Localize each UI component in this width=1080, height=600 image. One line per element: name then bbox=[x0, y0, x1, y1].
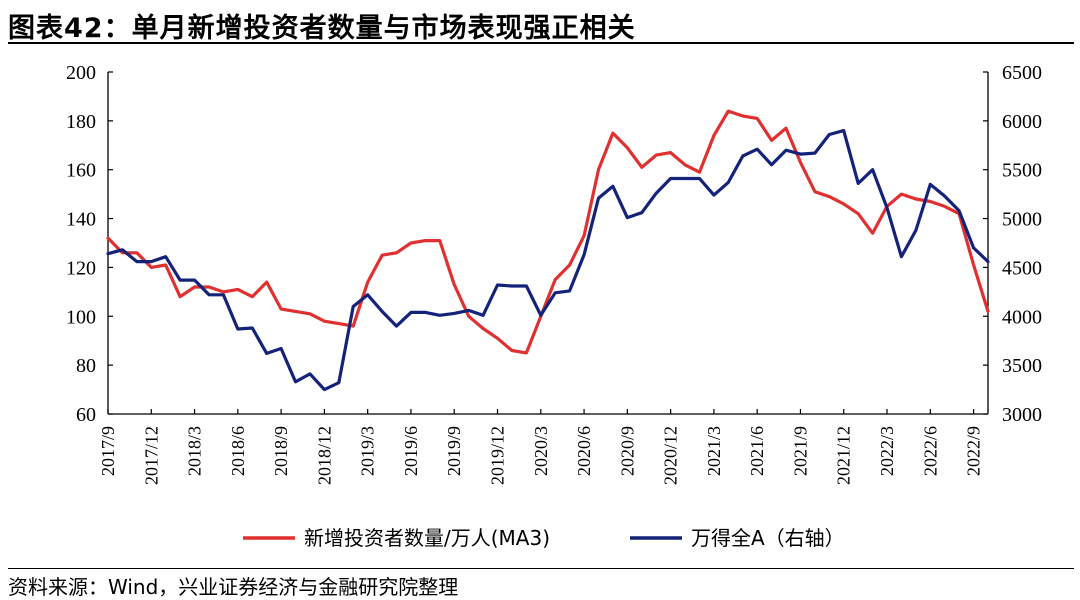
chart-title: 图表42：单月新增投资者数量与市场表现强正相关 bbox=[8, 13, 636, 44]
x-axis-tick-label: 2018/6 bbox=[228, 426, 248, 476]
x-axis-tick-label: 2021/12 bbox=[834, 426, 854, 485]
x-axis-tick-label: 2019/9 bbox=[444, 426, 464, 476]
footer-divider bbox=[8, 568, 1074, 569]
left-axis-tick-label: 140 bbox=[66, 209, 96, 231]
left-axis-tick-label: 120 bbox=[66, 257, 96, 279]
x-axis-tick-label: 2022/6 bbox=[920, 426, 940, 476]
right-axis-tick-label: 6500 bbox=[1002, 62, 1042, 84]
right-axis-tick-label: 4000 bbox=[1002, 306, 1042, 328]
left-axis-tick-label: 180 bbox=[66, 111, 96, 133]
title-divider bbox=[8, 42, 1074, 44]
left-axis-tick-label: 200 bbox=[66, 62, 96, 84]
line-chart: 60 80 100 120 140 160 180 200 3000 3500 4000 4500 50… bbox=[66, 62, 1042, 550]
x-axis-tick-label: 2017/12 bbox=[141, 426, 161, 485]
source-note: 资料来源：Wind，兴业证券经济与金融研究院整理 bbox=[8, 575, 459, 599]
x-axis-tick-label: 2019/12 bbox=[488, 426, 508, 485]
x-axis-tick-label: 2022/9 bbox=[964, 426, 984, 476]
right-axis-tick-label: 5500 bbox=[1002, 160, 1042, 182]
right-axis-tick-label: 4500 bbox=[1002, 257, 1042, 279]
right-axis-tick-label: 3000 bbox=[1002, 404, 1042, 426]
x-axis-tick-label: 2021/6 bbox=[747, 426, 767, 476]
left-axis-tick-label: 80 bbox=[76, 355, 96, 377]
x-axis-tick-label: 2021/9 bbox=[790, 426, 810, 476]
right-axis-tick-label: 5000 bbox=[1002, 209, 1042, 231]
wind-a-index-series-line bbox=[106, 129, 990, 392]
x-axis-tick-label: 2019/6 bbox=[401, 426, 421, 476]
x-axis-tick-label: 2020/6 bbox=[574, 426, 594, 476]
x-axis-tick-label: 2020/12 bbox=[661, 426, 681, 485]
left-axis-tick-label: 160 bbox=[66, 160, 96, 182]
legend-label: 万得全A（右轴） bbox=[691, 526, 845, 550]
left-axis-tick-label: 100 bbox=[66, 306, 96, 328]
right-axis-tick-label: 3500 bbox=[1002, 355, 1042, 377]
x-axis-tick-label: 2020/3 bbox=[531, 426, 551, 476]
x-axis-tick-label: 2022/3 bbox=[877, 426, 897, 476]
left-axis-tick-label: 60 bbox=[76, 404, 96, 426]
x-axis-tick-label: 2020/9 bbox=[617, 426, 637, 476]
x-axis-tick-label: 2018/9 bbox=[271, 426, 291, 476]
right-axis-tick-label: 6000 bbox=[1002, 111, 1042, 133]
x-axis-tick-label: 2018/3 bbox=[185, 426, 205, 476]
investors-series-line bbox=[106, 109, 990, 355]
x-axis-tick-label: 2021/3 bbox=[704, 426, 724, 476]
x-axis-tick-label: 2019/3 bbox=[358, 426, 378, 476]
x-axis-tick-label: 2017/9 bbox=[98, 426, 118, 476]
x-axis-tick-label: 2018/12 bbox=[314, 426, 334, 485]
legend-label: 新增投资者数量/万人(MA3) bbox=[304, 526, 550, 550]
